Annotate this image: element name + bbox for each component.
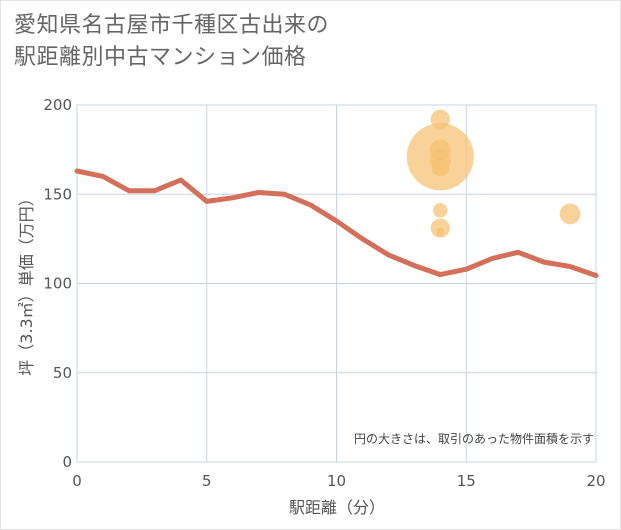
y-tick-label: 100 xyxy=(43,275,72,293)
x-axis-title: 駅距離（分） xyxy=(289,498,385,517)
bubble-point xyxy=(433,203,448,218)
x-tick-label: 10 xyxy=(327,472,346,490)
chart-title: 愛知県名古屋市千種区古出来の 駅距離別中古マンション価格 xyxy=(14,10,329,74)
x-tick-label: 15 xyxy=(457,472,476,490)
y-axis-title: 坪（3.3㎡）単価（万円） xyxy=(17,190,36,375)
x-tick-label: 20 xyxy=(586,472,605,490)
y-tick-label: 200 xyxy=(43,96,72,114)
y-tick-label: 0 xyxy=(62,453,72,471)
bubble-point xyxy=(559,203,581,225)
bubble-size-note: 円の大きさは、取引のあった物件面積を示す xyxy=(354,431,594,446)
average-price-line xyxy=(74,168,599,278)
bubble-point xyxy=(431,158,450,177)
grid xyxy=(76,104,597,463)
y-tick-label: 150 xyxy=(43,185,72,203)
y-tick-label: 50 xyxy=(53,364,72,382)
chart-title-line-2: 駅距離別中古マンション価格 xyxy=(14,45,307,70)
x-tick-label: 5 xyxy=(202,472,212,490)
chart-title-line-1: 愛知県名古屋市千種区古出来の xyxy=(14,13,330,38)
x-tick-label: 0 xyxy=(72,472,82,490)
bubble-point xyxy=(436,227,445,236)
bubble-series xyxy=(406,109,581,238)
